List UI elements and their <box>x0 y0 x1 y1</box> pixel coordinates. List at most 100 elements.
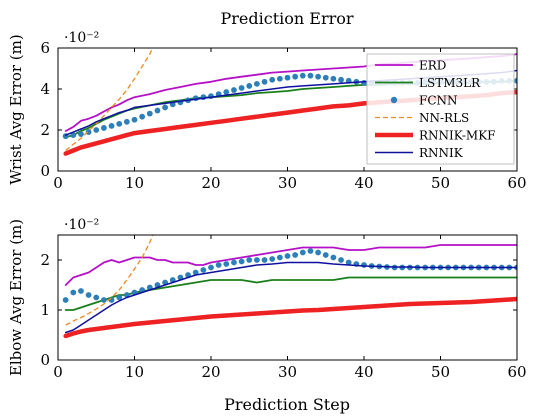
data-point-fcnn <box>85 129 92 135</box>
data-point-fcnn <box>223 89 230 95</box>
x-tick-label: 0 <box>53 174 63 192</box>
x-tick-label: 20 <box>201 174 220 192</box>
data-point-fcnn <box>192 269 199 276</box>
data-point-fcnn <box>231 259 237 266</box>
series-line-rnnik-mkf <box>63 296 517 339</box>
data-point-fcnn <box>208 264 214 271</box>
data-point-fcnn <box>146 110 153 117</box>
data-point-fcnn <box>269 256 276 262</box>
data-point-fcnn <box>361 262 367 268</box>
x-tick-label: 10 <box>125 174 144 192</box>
legend-item-rnnik: RNNIK <box>375 146 464 160</box>
data-point-fcnn <box>101 125 107 131</box>
data-point-fcnn <box>108 123 115 129</box>
legend-item-erd: ERD <box>375 59 446 73</box>
legend-item-fcnn: FCNN <box>390 94 458 108</box>
series-line-rnnik <box>64 261 517 334</box>
data-point-fcnn <box>139 113 146 120</box>
data-point-fcnn <box>254 80 260 87</box>
data-point-fcnn <box>78 288 84 294</box>
series-nn-rls <box>65 48 154 152</box>
data-point-fcnn <box>514 77 517 84</box>
chart-title: Prediction Error <box>220 9 353 28</box>
x-tick-label: 50 <box>431 363 450 381</box>
data-point-fcnn <box>215 262 222 268</box>
series-erd <box>64 244 517 286</box>
x-tick-label: 10 <box>125 363 144 381</box>
y-tick-label: 6 <box>40 39 50 57</box>
y-scale-multiplier: ·10⁻² <box>64 217 99 233</box>
y-axis-label: Wrist Avg Error (m) <box>7 34 25 184</box>
series-line-lstm3lr <box>64 276 517 311</box>
y-tick-label: 1 <box>40 301 50 319</box>
data-point-fcnn <box>307 72 314 79</box>
data-point-fcnn <box>70 132 77 139</box>
series-line-nn-rls <box>65 48 154 152</box>
data-point-fcnn <box>78 131 84 138</box>
data-point-fcnn <box>93 127 100 133</box>
data-point-fcnn <box>238 85 245 91</box>
series-fcnn <box>62 248 517 303</box>
series-rnnik <box>64 261 517 334</box>
data-point-fcnn <box>269 76 276 83</box>
legend-item-lstm3lr: LSTM3LR <box>375 76 481 90</box>
data-point-fcnn <box>315 73 321 80</box>
data-point-fcnn <box>261 78 268 85</box>
data-point-fcnn <box>116 294 123 301</box>
data-point-fcnn <box>123 118 130 125</box>
data-point-fcnn <box>361 79 367 86</box>
x-tick-label: 20 <box>201 363 220 381</box>
data-point-fcnn <box>338 257 344 263</box>
legend-label: RNNIK-MKF <box>419 129 496 143</box>
legend-item-nn-rls: NN-RLS <box>375 111 469 125</box>
y-scale-multiplier: ·10⁻² <box>64 30 99 46</box>
data-point-fcnn <box>338 76 344 83</box>
legend: ERD LSTM3LR FCNN NN-RLS RNNIK-MKF RNNIK <box>366 53 515 165</box>
data-point-fcnn <box>85 292 92 298</box>
wrist-error-panel: 0 10 20 30 40 50 60 0 2 4 6 ·10⁻² Wrist Avg Error (m… <box>7 30 527 192</box>
x-tick-label: 30 <box>278 174 297 192</box>
data-point-fcnn <box>93 294 100 301</box>
data-point-fcnn <box>284 74 291 81</box>
data-point-fcnn <box>62 297 69 303</box>
data-point-fcnn <box>223 261 230 267</box>
series-line-erd <box>64 244 517 286</box>
legend-label: RNNIK <box>419 146 464 160</box>
legend-marker <box>390 96 398 104</box>
data-point-fcnn <box>238 258 245 265</box>
data-point-fcnn <box>162 104 169 111</box>
data-point-fcnn <box>322 252 329 258</box>
y-axis-label: Elbow Avg Error (m) <box>7 219 25 376</box>
legend-box <box>366 53 515 165</box>
x-tick-label: 50 <box>431 174 450 192</box>
data-point-fcnn <box>231 87 237 93</box>
legend-label: NN-RLS <box>419 111 469 125</box>
legend-label: LSTM3LR <box>419 76 481 90</box>
data-point-fcnn <box>330 254 337 261</box>
data-point-fcnn <box>246 257 253 263</box>
y-tick-label: 0 <box>40 351 50 369</box>
legend-label: FCNN <box>419 94 458 108</box>
legend-label: ERD <box>419 59 446 73</box>
data-point-fcnn <box>276 75 283 82</box>
series-lstm3lr <box>64 276 517 311</box>
data-point-fcnn <box>330 75 337 82</box>
data-point-fcnn <box>292 73 299 80</box>
data-point-fcnn <box>315 249 321 256</box>
x-tick-label: 40 <box>354 363 373 381</box>
x-tick-label: 30 <box>278 363 297 381</box>
elbow-error-panel: 0 10 20 30 40 50 60 0 1 2 ·10⁻² Elbow Avg Error (m) <box>7 217 527 381</box>
series-line-nn-rls <box>65 235 154 326</box>
data-point-fcnn <box>131 116 138 123</box>
x-tick-label: 40 <box>354 174 373 192</box>
y-tick-label: 0 <box>40 162 50 180</box>
data-point-fcnn <box>254 257 260 263</box>
data-point-fcnn <box>307 248 314 254</box>
plot-area <box>62 235 517 339</box>
data-point-fcnn <box>299 249 306 256</box>
data-point-fcnn <box>70 289 77 296</box>
data-point-fcnn <box>200 267 207 273</box>
x-tick-label: 60 <box>507 174 526 192</box>
data-point-fcnn <box>345 259 352 266</box>
y-tick-label: 4 <box>40 80 50 98</box>
